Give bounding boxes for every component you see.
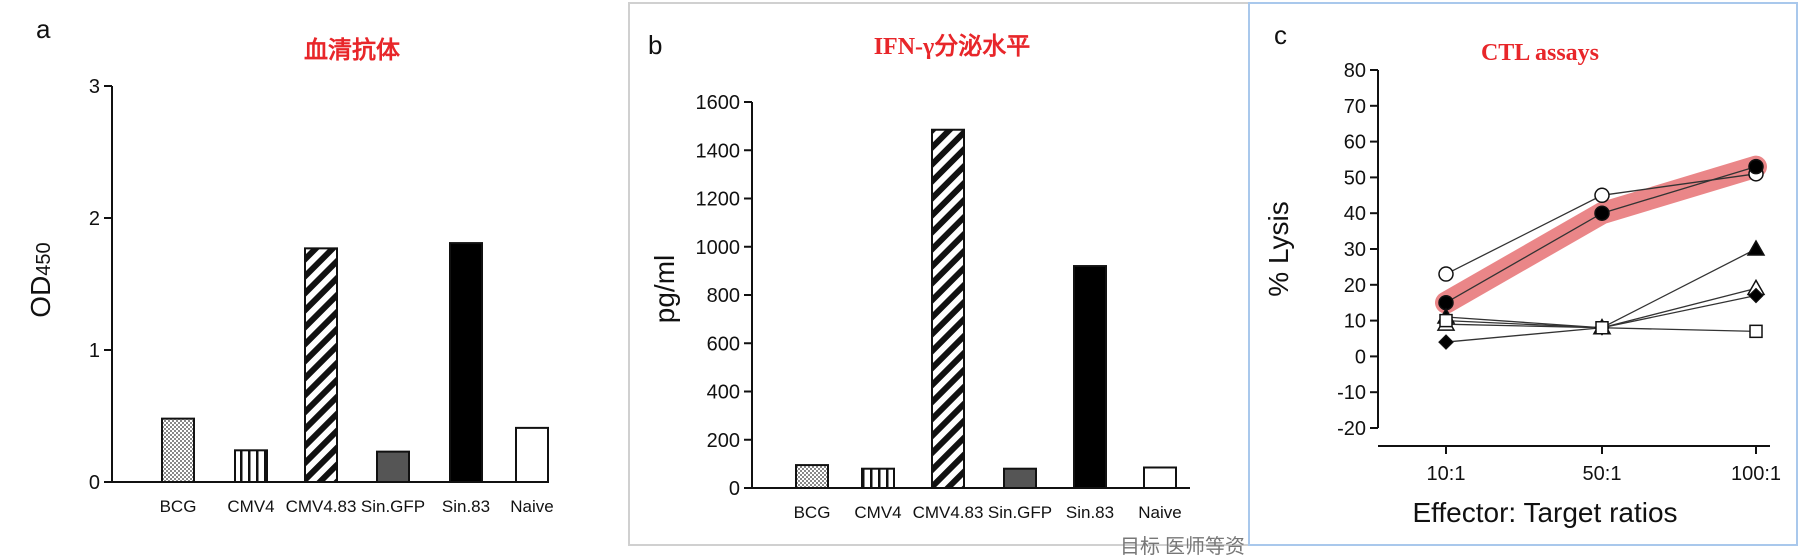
chart-title-c: CTL assays [1481, 40, 1599, 66]
x-tick-label: BCG [794, 503, 831, 522]
bar-BCG [161, 417, 195, 484]
y-tick-label: 10 [1344, 311, 1366, 333]
bar-Sin.83 [1073, 265, 1107, 489]
line-chart-ctl-assays: c CTL assays % Lysis Effector: Target ra… [1263, 20, 1781, 528]
data-point-open-square [1749, 324, 1763, 339]
chart-title-a: 血清抗体 [304, 36, 401, 64]
highlight-band [1435, 155, 1767, 314]
x-tick-label: 100:1 [1731, 463, 1781, 485]
data-point-filled-circle [1594, 205, 1610, 221]
bar-CMV4 [234, 449, 268, 484]
y-tick-label: 800 [707, 285, 740, 307]
x-axis-label-c: Effector: Target ratios [1412, 497, 1677, 528]
x-tick-label: CMV4 [854, 503, 901, 522]
bar-chart-ifn-gamma: b IFN-γ分泌水平 pg/ml 0 200 400 600 800 1000 1200 1… [648, 30, 1190, 522]
bar-BCG [795, 464, 829, 489]
y-tick-label: 3 [89, 76, 100, 98]
x-tick-label: Sin.GFP [361, 497, 425, 516]
bar-chart-serum-antibody: a 血清抗体 OD450 0 1 2 3 BCG CMV4 CMV4.83 Sin.GFP Si… [25, 14, 554, 516]
bar-CMV4 [861, 467, 895, 490]
y-tick-label: 2 [89, 208, 100, 230]
data-point-open-square [1439, 313, 1453, 328]
x-tick-label: CMV4.83 [286, 497, 357, 516]
y-tick-label: -20 [1337, 418, 1366, 440]
x-tick-label: Naive [1138, 503, 1181, 522]
x-tick-label: Naive [510, 497, 553, 516]
y-tick-label: 400 [707, 382, 740, 404]
x-tick-label: 10:1 [1427, 463, 1466, 485]
bar-Sin.GFP [376, 450, 410, 484]
bar-CMV4.83 [931, 128, 965, 490]
y-axis-label-b: pg/ml [649, 255, 680, 323]
y-tick-label: 1400 [696, 140, 741, 162]
data-point-filled-circle [1748, 158, 1764, 175]
y-tick-label: 0 [89, 472, 100, 494]
bar-Naive [515, 426, 549, 484]
y-tick-label: 40 [1344, 203, 1366, 225]
y-tick-label: 1600 [696, 92, 741, 114]
x-tick-label: 50:1 [1583, 463, 1622, 485]
data-point-filled-diamond [1438, 334, 1454, 350]
panel-letter-a: a [36, 14, 51, 44]
x-tick-label: CMV4.83 [913, 503, 984, 522]
y-tick-label: 200 [707, 430, 740, 452]
chart-title-b: IFN-γ分泌水平 [874, 32, 1031, 60]
x-tick-label: BCG [160, 497, 197, 516]
y-tick-label: 80 [1344, 60, 1366, 82]
y-tick-label: 1000 [696, 237, 741, 259]
y-tick-label: 600 [707, 333, 740, 355]
data-point-filled-triangle [1746, 239, 1766, 256]
svg-text:OD450: OD450 [25, 242, 56, 317]
y-tick-label: 30 [1344, 239, 1366, 261]
y-tick-label: 1200 [696, 189, 741, 211]
y-tick-label: 60 [1344, 132, 1366, 154]
y-tick-label: 0 [1355, 346, 1366, 368]
bar-Sin.GFP [1003, 467, 1037, 490]
y-tick-label: 20 [1344, 275, 1366, 297]
bar-CMV4.83 [304, 247, 338, 483]
chart-panel-c: c CTL assays % Lysis Effector: Target ra… [1248, 2, 1798, 546]
y-tick-label: 1 [89, 340, 100, 362]
panel-letter-b: b [648, 30, 662, 60]
bar-Naive [1143, 466, 1177, 489]
y-axis-label-subscript-a: 450 [33, 242, 55, 275]
y-tick-label: 70 [1344, 96, 1366, 118]
data-point-open-circle [1438, 266, 1454, 282]
data-point-open-square [1595, 321, 1609, 335]
x-tick-label: Sin.83 [1066, 503, 1114, 522]
y-tick-label: 0 [729, 478, 740, 500]
x-tick-label: Sin.83 [442, 497, 490, 516]
y-tick-label: 50 [1344, 167, 1366, 189]
series-line-filled-diamond [1445, 294, 1757, 343]
chart-panel-b: b IFN-γ分泌水平 pg/ml 0 200 400 600 800 1000 1200 1… [628, 2, 1250, 546]
chart-panel-a: a 血清抗体 OD450 0 1 2 3 BCG CMV4 CMV4.83 Sin.GFP Si… [0, 0, 630, 548]
data-point-filled-diamond [1748, 287, 1764, 304]
data-point-open-circle [1594, 187, 1610, 204]
y-tick-label: -10 [1337, 382, 1366, 404]
y-axis-label-a: OD [25, 276, 56, 318]
y-axis-label-c: % Lysis [1263, 201, 1294, 296]
x-tick-label: CMV4 [227, 497, 274, 516]
footer-text-fragment: 目标 医师等资 [1120, 536, 1245, 558]
bar-Sin.83 [449, 242, 483, 483]
panel-letter-c: c [1274, 20, 1287, 50]
x-tick-label: Sin.GFP [988, 503, 1052, 522]
